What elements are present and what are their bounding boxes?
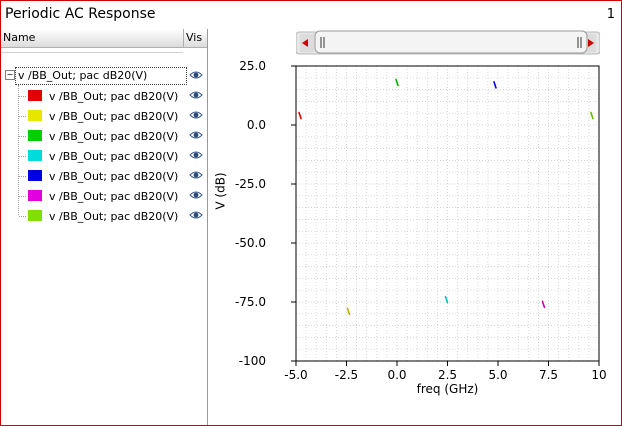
y-tick-label: 25.0	[239, 59, 266, 73]
trace-label[interactable]: v /BB_Out; pac dB20(V)	[49, 90, 179, 103]
x-tick-label: 2.5	[438, 368, 457, 382]
tree-connector	[18, 85, 20, 215]
x-tick-label: -2.5	[335, 368, 358, 382]
x-tick-label: 7.5	[539, 368, 558, 382]
legend-trace-row[interactable]: v /BB_Out; pac dB20(V)	[19, 107, 205, 127]
title-bar: Periodic AC Response 1	[1, 1, 621, 29]
trace-color-swatch[interactable]	[28, 170, 42, 181]
data-point-6[interactable]	[590, 111, 594, 120]
trace-group[interactable]: − v /BB_Out; pac dB20(V)	[5, 67, 187, 85]
data-point-5[interactable]	[541, 300, 546, 309]
data-point-2[interactable]	[395, 78, 399, 87]
legend-trace-row[interactable]: v /BB_Out; pac dB20(V)	[19, 147, 205, 167]
trace-color-swatch[interactable]	[28, 190, 42, 201]
y-tick-label: -50.0	[235, 236, 266, 250]
y-axis-label: V (dB)	[214, 172, 228, 209]
x-tick-label: 10	[591, 368, 606, 382]
data-point-3[interactable]	[444, 295, 449, 304]
eye-icon[interactable]	[189, 190, 203, 200]
x-tick-label: 0.0	[387, 368, 406, 382]
column-header-visibility-label: Vis	[186, 31, 203, 44]
legend-trace-row[interactable]: v /BB_Out; pac dB20(V)	[19, 127, 205, 147]
collapse-icon[interactable]: −	[5, 70, 15, 80]
tree-connector	[19, 196, 26, 197]
x-zoom-scrollbar[interactable]	[296, 29, 600, 55]
tree-connector	[19, 176, 26, 177]
tree-connector	[19, 216, 26, 217]
window-title: Periodic AC Response	[5, 6, 156, 22]
tree-connector	[19, 96, 26, 97]
trace-group-label[interactable]: v /BB_Out; pac dB20(V)	[15, 67, 187, 85]
chart-grid	[295, 65, 600, 362]
eye-icon[interactable]	[189, 150, 203, 160]
x-tick-label: -5.0	[284, 368, 307, 382]
scroll-thumb[interactable]	[314, 30, 588, 54]
trace-color-swatch[interactable]	[28, 210, 42, 221]
eye-icon[interactable]	[189, 110, 203, 120]
tree-connector	[19, 116, 26, 117]
scroll-right-icon[interactable]	[588, 39, 594, 47]
column-header-visibility[interactable]: Vis	[183, 29, 208, 47]
trace-legend-panel: Name Vis − v /BB_Out; pac dB20(V) v /BB_…	[1, 29, 208, 425]
eye-icon[interactable]	[189, 210, 203, 220]
eye-icon[interactable]	[189, 170, 203, 180]
trace-label[interactable]: v /BB_Out; pac dB20(V)	[49, 150, 179, 163]
eye-icon[interactable]	[189, 130, 203, 140]
trace-color-swatch[interactable]	[28, 130, 42, 141]
tree-connector	[19, 136, 26, 137]
legend-trace-row[interactable]: v /BB_Out; pac dB20(V)	[19, 87, 205, 107]
legend-horizontal-scrollbar[interactable]	[1, 48, 183, 53]
subwindow-number[interactable]: 1	[606, 7, 615, 22]
trace-label[interactable]: v /BB_Out; pac dB20(V)	[49, 110, 179, 123]
y-tick-label: -100	[239, 354, 266, 368]
x-axis-label: freq (GHz)	[417, 382, 479, 396]
legend-header: Name Vis	[1, 29, 207, 48]
trace-color-swatch[interactable]	[28, 90, 42, 101]
y-tick-label: -25.0	[235, 177, 266, 191]
trace-color-swatch[interactable]	[28, 150, 42, 161]
eye-icon[interactable]	[189, 70, 203, 80]
trace-color-swatch[interactable]	[28, 110, 42, 121]
data-point-4[interactable]	[493, 81, 497, 89]
y-tick-label: -75.0	[235, 295, 266, 309]
scroll-left-icon[interactable]	[302, 39, 308, 47]
y-tick-label: 0.0	[247, 118, 266, 132]
legend-trace-row[interactable]: v /BB_Out; pac dB20(V)	[19, 207, 205, 227]
plot-area: -5.0 -2.5 0.0 2.5 5.0 7.5 10 25.0 0.0 -25.0 -50.0 -…	[208, 29, 621, 425]
trace-label[interactable]: v /BB_Out; pac dB20(V)	[49, 130, 179, 143]
eye-icon[interactable]	[189, 90, 203, 100]
x-tick-label: 5.0	[488, 368, 507, 382]
legend-trace-row[interactable]: v /BB_Out; pac dB20(V)	[19, 167, 205, 187]
trace-label[interactable]: v /BB_Out; pac dB20(V)	[49, 210, 179, 223]
data-point-1[interactable]	[346, 307, 351, 316]
chart[interactable]: -5.0 -2.5 0.0 2.5 5.0 7.5 10 25.0 0.0 -25.0 -50.0 -…	[208, 29, 621, 425]
data-point-0[interactable]	[298, 111, 302, 120]
tree-connector	[19, 156, 26, 157]
trace-label[interactable]: v /BB_Out; pac dB20(V)	[49, 170, 179, 183]
column-header-name[interactable]: Name	[3, 31, 36, 44]
legend-trace-row[interactable]: v /BB_Out; pac dB20(V)	[19, 187, 205, 207]
trace-label[interactable]: v /BB_Out; pac dB20(V)	[49, 190, 179, 203]
